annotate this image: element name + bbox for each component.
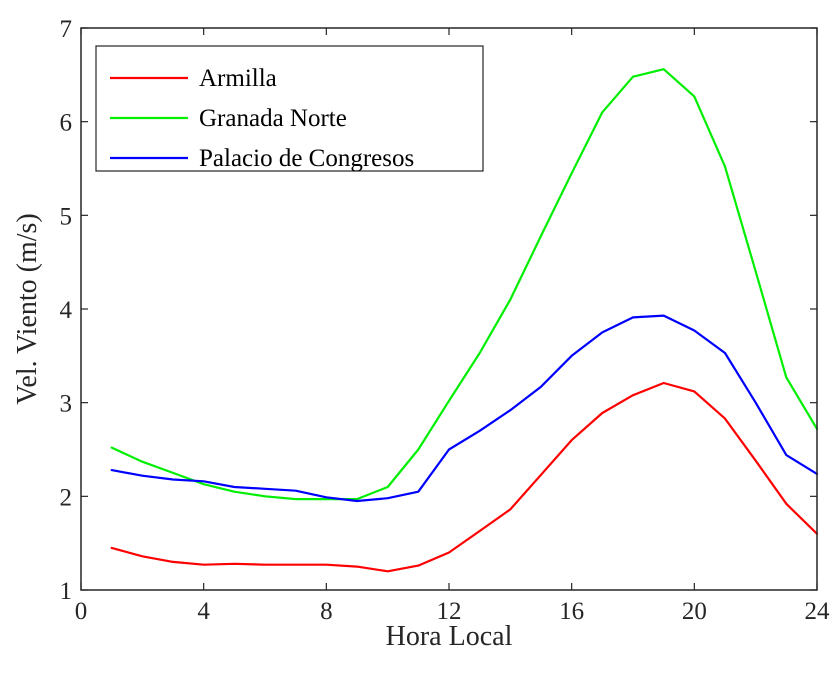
y-tick-label: 4 [60, 297, 73, 324]
series-line-palacio-de-congresos [110, 314, 819, 503]
legend: Armilla Granada Norte Palacio de Congresos [95, 45, 484, 172]
legend-items: Armilla Granada Norte Palacio de Congresos [110, 65, 414, 172]
y-axis-label: Vel. Viento (m/s) [12, 213, 43, 404]
y-tick-label: 6 [60, 110, 73, 137]
series-layer [110, 68, 819, 573]
x-tick-label: 0 [75, 598, 88, 625]
y-tick-label: 3 [60, 391, 73, 418]
x-axis-label: Hora Local [386, 621, 513, 652]
series-line-armilla [110, 381, 819, 573]
x-tick-label: 16 [559, 598, 584, 625]
x-tick-label: 24 [805, 598, 831, 625]
legend-label: Palacio de Congresos [199, 145, 414, 172]
y-tick-label: 5 [60, 203, 73, 230]
y-tick-label: 7 [60, 16, 73, 43]
x-tick-label: 4 [197, 598, 210, 625]
legend-label: Granada Norte [199, 105, 347, 132]
x-tick-label: 12 [437, 598, 462, 625]
legend-label: Armilla [199, 65, 277, 92]
series-line-granada-norte [110, 68, 819, 501]
x-tick-label: 8 [320, 598, 333, 625]
legend-box [95, 45, 484, 172]
x-tick-label: 20 [682, 598, 707, 625]
y-tick-label: 2 [60, 484, 73, 511]
y-tick-label: 1 [60, 578, 73, 605]
